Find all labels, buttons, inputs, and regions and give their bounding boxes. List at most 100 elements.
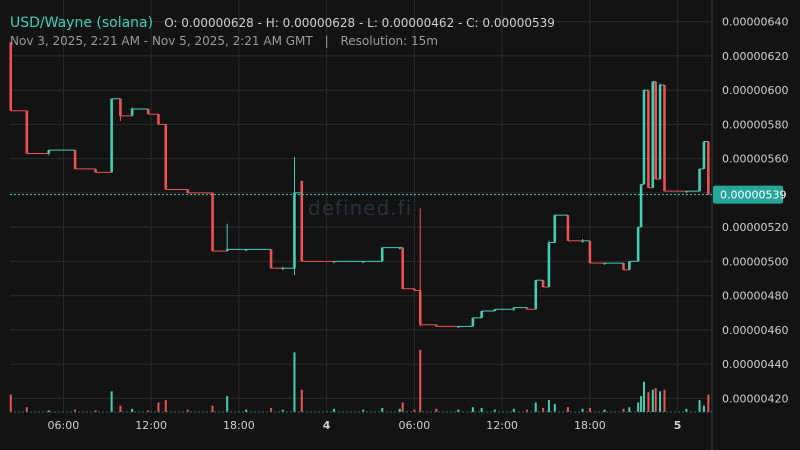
x-axis: 06:00 12:00 18:00 4 06:00 12:00 18:00 5 [48, 419, 682, 432]
last-price-line: 0.00000539 [10, 185, 786, 204]
volume-bar [435, 408, 438, 412]
candle-body [157, 114, 160, 125]
candle-body [25, 110, 29, 154]
volume-bar [707, 394, 710, 412]
candle-body [512, 307, 516, 310]
pair-title: USD/Wayne (solana) [10, 15, 154, 31]
volume-bar [401, 402, 404, 412]
volume-bar [293, 352, 296, 412]
volume-bar [702, 405, 705, 412]
volume-bar [332, 408, 335, 412]
last-price-tag [713, 185, 783, 204]
volume-bar [164, 400, 167, 412]
volume-bar [628, 407, 631, 412]
candle-body [663, 85, 666, 192]
candle-body [146, 109, 150, 115]
volume-bar [398, 408, 401, 412]
volume-bar [47, 410, 50, 412]
volume-bar [566, 407, 569, 412]
candle-body [654, 81, 657, 180]
y-axis: 0.00000420 0.00000440 0.00000460 0.00000480… [722, 16, 788, 406]
volume-bar [480, 408, 483, 412]
candle-body [651, 81, 655, 188]
candle-body [94, 168, 97, 173]
volume-bar [9, 394, 12, 412]
candle-body [435, 324, 438, 327]
last-price-label: 0.00000539 [720, 189, 786, 202]
y-tick-label: 0.00000620 [722, 50, 788, 63]
candle-body [480, 311, 483, 318]
x-tick-label: 5 [674, 419, 682, 432]
volume-bar [588, 408, 591, 412]
candle-body [647, 90, 650, 188]
volume-bar [581, 408, 584, 412]
candle-body [534, 280, 538, 310]
volume-bar [419, 350, 422, 412]
volume-bar [413, 409, 416, 412]
candle-body [401, 247, 404, 289]
volume-bar [603, 409, 606, 412]
volume-bar [553, 404, 556, 412]
candle-body [628, 261, 631, 270]
candle-body [642, 90, 646, 185]
watermark: defined.fi [308, 196, 413, 220]
volume-bar [281, 409, 284, 412]
candle-body [47, 150, 51, 154]
chart-header: USD/Wayne (solana) O: 0.00000628 - H: 0.… [10, 12, 555, 31]
candle-body [588, 240, 592, 264]
y-tick-label: 0.00000600 [722, 84, 788, 97]
y-tick-label: 0.00000520 [722, 221, 788, 234]
candle-body [130, 109, 134, 116]
volume-bar [542, 408, 545, 412]
candle-body [707, 141, 710, 195]
x-tick-label: 12:00 [486, 419, 518, 432]
volume-bar [119, 405, 122, 412]
candle-body [186, 189, 189, 193]
volume-bar [362, 409, 365, 412]
candle-body [225, 249, 229, 252]
x-tick-label: 12:00 [135, 419, 167, 432]
volume-bar [211, 405, 214, 412]
volume-bar [651, 389, 654, 412]
candle-body [698, 168, 701, 192]
volume-bar [654, 388, 657, 412]
candle-body [702, 141, 706, 169]
candle-body [622, 263, 625, 270]
volume-bar [131, 408, 134, 412]
volume-bars [9, 350, 712, 413]
y-tick-label: 0.00000460 [722, 324, 788, 337]
candle-body [541, 280, 545, 288]
candle-body [73, 150, 77, 169]
y-tick-label: 0.00000440 [722, 358, 788, 371]
volume-bar [493, 409, 496, 412]
volume-bar [622, 408, 625, 412]
candle-body [636, 227, 640, 262]
volume-bar [547, 400, 550, 412]
y-tick-label: 0.00000420 [722, 392, 788, 405]
candle-body [119, 98, 122, 116]
candle-body [525, 307, 529, 310]
candle-body [380, 247, 384, 262]
volume-bar [381, 408, 384, 412]
candle-body [293, 192, 296, 269]
volume-bar [25, 407, 28, 412]
candle-body [566, 215, 570, 241]
volume-bar [663, 389, 666, 412]
candle-body [164, 124, 168, 190]
chart-subheader: Nov 3, 2025, 2:21 AM - Nov 5, 2025, 2:21… [10, 34, 438, 48]
candle-body [493, 309, 497, 311]
candle-body [300, 180, 304, 262]
volume-bar [642, 381, 645, 412]
x-tick-label: 18:00 [574, 419, 606, 432]
candle-body [639, 184, 643, 228]
volume-bar [525, 409, 528, 412]
volume-bar [640, 396, 643, 412]
separator: | [324, 34, 329, 48]
volume-bar [685, 408, 688, 412]
y-tick-label: 0.00000480 [722, 290, 788, 303]
candle-body [547, 242, 551, 288]
volume-bar [647, 392, 650, 412]
volume-bar [74, 409, 77, 412]
volume-bar [270, 408, 273, 412]
